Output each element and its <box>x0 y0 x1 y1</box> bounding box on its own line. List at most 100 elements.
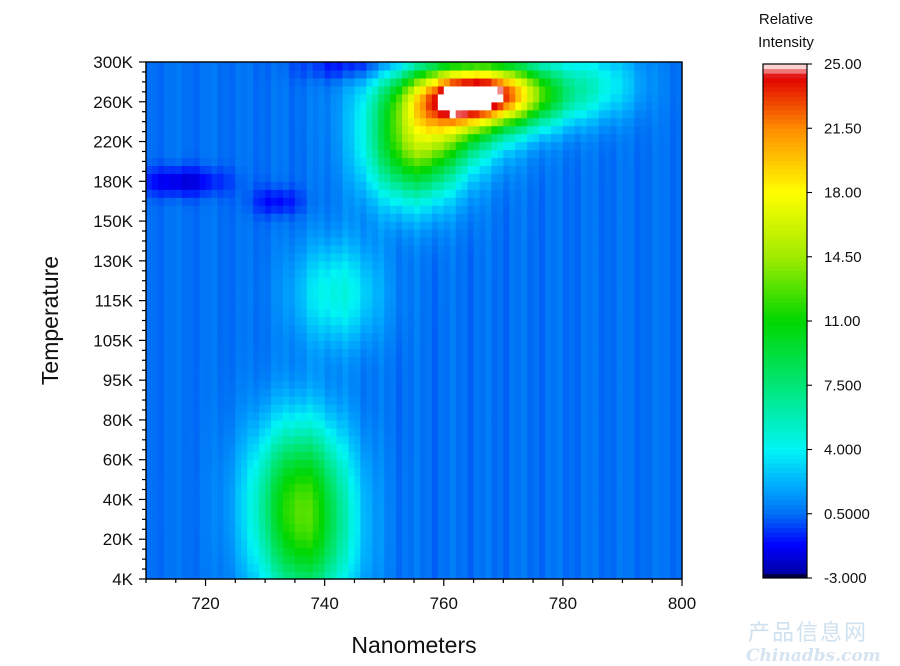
heat-cell <box>294 197 302 206</box>
heat-cell <box>372 467 379 477</box>
heat-cell <box>199 555 207 564</box>
heat-cell <box>509 356 516 365</box>
heat-cell <box>366 300 373 310</box>
heat-cell <box>515 435 522 445</box>
heat-cell <box>342 340 350 349</box>
heat-cell <box>556 419 564 429</box>
heat-cell <box>175 475 183 485</box>
heat-cell <box>664 348 671 357</box>
heat-cell <box>336 268 344 278</box>
heat-cell <box>354 340 361 349</box>
heat-cell <box>479 165 487 174</box>
heat-cell <box>390 364 397 373</box>
heat-cell <box>414 348 421 357</box>
heat-cell <box>604 197 612 206</box>
heat-cell <box>146 276 153 286</box>
heat-cell <box>390 380 397 389</box>
heat-cell <box>259 173 266 182</box>
heat-cell <box>199 340 207 349</box>
heat-cell <box>229 523 236 532</box>
heat-cell <box>503 491 510 501</box>
heat-cell <box>670 348 677 357</box>
heat-cell <box>431 404 439 413</box>
heat-cell <box>229 491 236 501</box>
heat-cell <box>527 236 534 246</box>
heat-cell <box>396 451 403 461</box>
heat-cell <box>223 515 230 524</box>
heat-cell <box>634 316 641 326</box>
heat-cell <box>157 419 165 429</box>
heat-cell <box>652 260 659 270</box>
heat-cell <box>348 435 356 445</box>
heat-cell <box>509 523 516 532</box>
heat-cell <box>676 229 683 238</box>
heat-cell <box>419 427 427 437</box>
heat-cell <box>390 531 397 540</box>
heat-cell <box>259 372 266 381</box>
heat-cell <box>628 165 635 174</box>
heat-cell <box>402 491 409 501</box>
heat-cell <box>473 396 481 405</box>
heat-cell <box>282 539 290 548</box>
heat-cell <box>372 563 379 572</box>
heat-cell <box>485 507 493 516</box>
heat-cell <box>539 483 546 493</box>
heat-cell <box>634 229 641 238</box>
heat-cell <box>199 149 207 159</box>
heat-cell <box>461 539 469 548</box>
heat-cell <box>199 372 207 381</box>
heat-cell <box>556 308 564 318</box>
heat-cell <box>169 419 177 429</box>
heat-cell <box>640 157 647 166</box>
heat-cell <box>259 499 266 509</box>
heat-cell <box>610 292 618 302</box>
heat-cell <box>467 507 475 516</box>
heat-cell <box>211 133 219 143</box>
heat-cell <box>664 427 671 437</box>
heat-cell <box>539 491 546 501</box>
heat-cell <box>306 229 314 238</box>
heat-cell <box>473 364 481 373</box>
heat-cell <box>527 268 534 278</box>
heat-cell <box>545 396 552 405</box>
heat-cell <box>562 181 570 190</box>
heat-cell <box>282 340 290 349</box>
heat-cell <box>604 165 612 174</box>
heat-cell <box>157 276 165 286</box>
heat-cell <box>628 475 635 485</box>
heat-cell <box>455 451 463 461</box>
heat-cell <box>348 332 356 341</box>
heat-cell <box>640 388 647 397</box>
heat-cell <box>229 332 236 341</box>
heat-cell <box>467 324 475 334</box>
heat-cell <box>556 571 564 580</box>
heat-cell <box>634 276 641 286</box>
heat-cell <box>616 459 624 469</box>
heat-cell <box>443 515 451 524</box>
heat-cell <box>247 221 254 230</box>
heat-cell <box>229 229 236 238</box>
heat-cell <box>223 571 230 580</box>
heat-cell <box>634 443 641 453</box>
heat-cell <box>306 244 314 254</box>
heat-cell <box>324 427 332 437</box>
heat-cell <box>223 396 230 405</box>
heat-cell <box>610 284 618 294</box>
heat-cell <box>598 268 606 278</box>
heat-cell <box>676 173 683 182</box>
heat-cell <box>616 292 624 302</box>
heat-cell <box>229 268 236 278</box>
heat-cell <box>515 388 522 397</box>
heat-cell <box>670 499 677 509</box>
heat-cell <box>414 411 421 421</box>
heat-cell <box>390 308 397 318</box>
heat-cell <box>533 443 540 453</box>
heat-cell <box>169 396 177 405</box>
heat-cell <box>592 332 600 341</box>
heat-cell <box>366 411 373 421</box>
heat-cell <box>479 141 487 151</box>
heat-cell <box>527 197 534 206</box>
heat-cell <box>294 308 302 318</box>
heat-cell <box>419 197 427 206</box>
heat-cell <box>378 197 385 206</box>
